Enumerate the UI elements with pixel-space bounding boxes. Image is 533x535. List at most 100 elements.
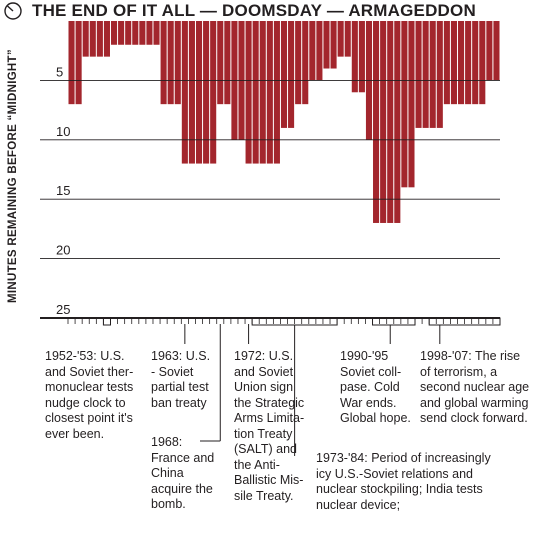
bar <box>259 21 266 164</box>
bar <box>394 21 401 223</box>
bar <box>387 21 394 223</box>
bar <box>210 21 217 164</box>
annotation-line: the Strategic <box>234 395 305 410</box>
annotation-line: 1998-'07: The rise <box>420 349 521 363</box>
annotation-line: partial test <box>151 380 209 394</box>
bar <box>429 21 436 128</box>
annotation-line: 1952-'53: U.S. <box>45 349 125 363</box>
annotation-line: War ends. <box>340 395 397 410</box>
bar <box>245 21 252 164</box>
bar <box>288 21 295 128</box>
bar <box>458 21 465 105</box>
y-tick-label: 5 <box>56 64 63 79</box>
annotation-line: 1990-'95 <box>340 349 389 363</box>
y-axis-label: MINUTES REMAINING BEFORE “MIDNIGHT” <box>7 49 19 303</box>
annotation-line: icy U.S.-Soviet relations and <box>316 466 474 481</box>
bar <box>415 21 422 128</box>
annotation-line: Ballistic Mis- <box>234 473 304 487</box>
bar <box>344 21 351 57</box>
bar <box>153 21 160 45</box>
annotation-line: acquire the <box>151 481 213 496</box>
annotation-line: nuclear device; <box>316 497 401 512</box>
annotation-line: and Soviet <box>234 364 294 379</box>
bar <box>217 21 224 105</box>
bar <box>75 21 82 105</box>
gridlines-group <box>40 79 500 260</box>
bar <box>181 21 188 164</box>
annotation-line: ever been. <box>45 426 105 441</box>
bar <box>450 21 458 105</box>
bar <box>195 21 203 164</box>
bar <box>273 21 280 164</box>
annotation-line: sile Treaty. <box>234 488 294 503</box>
x-axis-group <box>40 317 501 324</box>
bar <box>224 21 231 105</box>
bar <box>401 21 408 188</box>
y-tick-label: 10 <box>56 124 70 139</box>
bar <box>479 21 486 105</box>
bar <box>160 21 167 105</box>
bar <box>358 21 365 93</box>
bar <box>125 21 132 45</box>
annotation-line: bomb. <box>151 497 186 511</box>
annotation-leaders-group <box>102 317 501 456</box>
bar <box>89 21 96 57</box>
bar <box>82 21 89 57</box>
y-tick-labels-group: 5 10 15 20 25 <box>56 64 70 317</box>
leader-box-1998-07 <box>428 317 501 326</box>
bar <box>408 21 415 188</box>
annotation-1968: 1968: France and China acquire the bomb. <box>151 435 214 513</box>
annotation-line: the Anti- <box>234 457 280 472</box>
bar <box>316 21 323 81</box>
annotation-line: and Soviet ther- <box>45 364 134 379</box>
bar <box>167 21 174 105</box>
bar <box>146 21 153 45</box>
bar <box>295 21 302 105</box>
annotation-line: 1972: U.S. <box>234 349 294 363</box>
annotation-line: send clock forward. <box>420 411 528 425</box>
annotation-line: Arms Limita- <box>234 411 305 425</box>
bar <box>472 21 479 105</box>
bar <box>351 21 358 93</box>
bar <box>436 21 443 128</box>
bar <box>266 21 273 164</box>
annotation-1952: 1952-'53: U.S. and Soviet ther-monuclear … <box>45 349 133 442</box>
bar <box>139 21 146 45</box>
y-tick-label: 25 <box>56 302 70 317</box>
clock-icon <box>4 2 22 20</box>
annotation-line: France and <box>151 450 215 465</box>
bar <box>96 21 103 57</box>
annotation-1972: 1972: U.S. and Soviet Union sign the Strate… <box>234 349 304 504</box>
annotation-line: of terrorism, a <box>420 364 498 379</box>
y-tick-label: 20 <box>56 243 70 258</box>
bar <box>443 21 450 105</box>
bar <box>280 21 288 128</box>
bar <box>323 21 330 69</box>
leader-box-1990-95 <box>372 317 416 326</box>
bar <box>188 21 195 164</box>
bar <box>103 21 110 57</box>
leader-box-1952 <box>102 317 111 326</box>
annotation-1990-95: 1990-'95 Soviet coll-pase. Cold War ends. G… <box>340 349 411 427</box>
bar <box>110 21 118 45</box>
annotation-line: nuclear stockpiling; India tests <box>316 482 483 496</box>
annotation-line: - Soviet <box>151 364 194 379</box>
bar <box>252 21 259 164</box>
annotation-1998-07: 1998-'07: The rise of terrorism, a second … <box>420 349 529 427</box>
annotation-line: Soviet coll- <box>340 364 402 379</box>
chart-title: THE END OF IT ALL — DOOMSDAY — ARMAGEDDO… <box>32 1 476 20</box>
bar <box>493 21 500 81</box>
annotation-line: nudge clock to <box>45 395 126 410</box>
bar <box>486 21 493 81</box>
annotation-line: ban treaty <box>151 395 207 410</box>
bars-group <box>68 21 500 223</box>
bar <box>68 21 75 105</box>
bar <box>302 21 309 105</box>
bar <box>309 21 316 81</box>
bar <box>118 21 125 45</box>
annotation-line: pase. Cold <box>340 380 400 394</box>
bar <box>422 21 429 128</box>
annotation-line: 1963: U.S. <box>151 349 211 363</box>
